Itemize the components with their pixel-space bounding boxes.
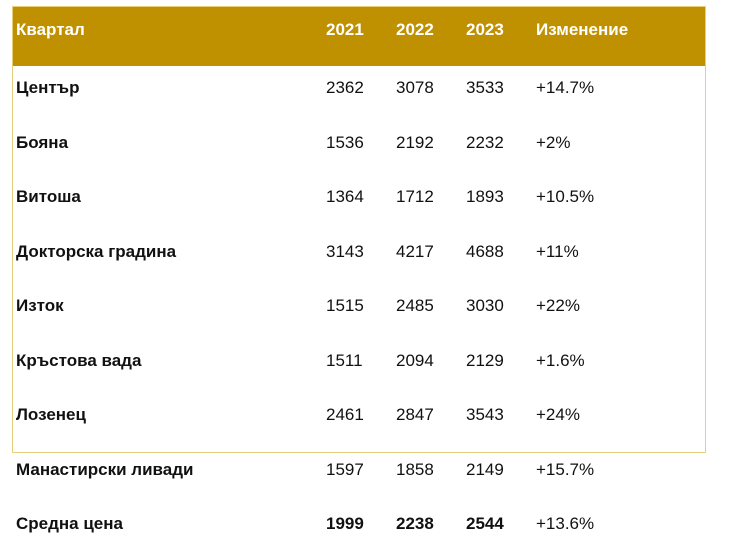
column-header: Квартал	[13, 7, 326, 66]
cell: 1536	[326, 132, 364, 152]
table-row: Манастирски ливади 1597 1858 2149 +15.7%	[13, 448, 705, 503]
row-label: Бояна	[16, 132, 69, 152]
cell: +10.5%	[536, 187, 595, 207]
cell: +14.7%	[536, 78, 595, 98]
cell: 4688	[466, 241, 504, 261]
cell: 2485	[396, 296, 434, 316]
cell: 1712	[396, 187, 434, 207]
table-row: Лозенец 2461 2847 3543 +24%	[13, 393, 705, 448]
cell: 4217	[396, 241, 434, 261]
cell: 2362	[326, 78, 364, 98]
table-row: Изток 1515 2485 3030 +22%	[13, 284, 705, 339]
page: Квартал 2021 2022 2023 Изменение Център 2362 3…	[12, 6, 706, 534]
cell: 2129	[466, 350, 504, 370]
price-table: Квартал 2021 2022 2023 Изменение Център 2362 3…	[13, 7, 705, 557]
cell: +15.7%	[536, 459, 595, 479]
cell: 3543	[466, 405, 504, 425]
table-row: Средна цена 1999 2238 2544 +13.6%	[13, 502, 705, 557]
row-label: Кръстова вада	[16, 350, 142, 370]
row-label: Манастирски ливади	[16, 459, 194, 479]
cell: 1893	[466, 187, 504, 207]
row-label: Докторска градина	[16, 241, 177, 261]
table-row: Бояна 1536 2192 2232 +2%	[13, 121, 705, 176]
cell: +2%	[536, 132, 571, 152]
table-container: Квартал 2021 2022 2023 Изменение Център 2362 3…	[12, 6, 706, 533]
cell: 2847	[396, 405, 434, 425]
cell: 2149	[466, 459, 504, 479]
row-label: Витоша	[16, 187, 81, 207]
cell: 1515	[326, 296, 364, 316]
column-header: 2022	[396, 7, 466, 66]
cell: 1858	[396, 459, 434, 479]
table-body: Център 2362 3078 3533 +14.7% Бояна 1536 2192 223…	[13, 66, 705, 557]
cell: +13.6%	[536, 514, 595, 534]
cell: +22%	[536, 296, 580, 316]
row-label: Лозенец	[16, 405, 86, 425]
column-header: Изменение	[536, 7, 705, 66]
column-header: 2023	[466, 7, 536, 66]
cell: +1.6%	[536, 350, 585, 370]
cell: 1364	[326, 187, 364, 207]
row-label: Център	[16, 78, 80, 98]
cell: +11%	[536, 241, 579, 261]
column-header: 2021	[326, 7, 396, 66]
cell: 3533	[466, 78, 504, 98]
cell: 3030	[466, 296, 504, 316]
cell: 3078	[396, 78, 434, 98]
row-label: Изток	[16, 296, 64, 316]
table-row: Витоша 1364 1712 1893 +10.5%	[13, 175, 705, 230]
table-row: Кръстова вада 1511 2094 2129 +1.6%	[13, 339, 705, 394]
cell: +24%	[536, 405, 580, 425]
table-row: Докторска градина 3143 4217 4688 +11%	[13, 230, 705, 285]
cell: 2461	[326, 405, 364, 425]
cell: 1511	[326, 350, 363, 370]
cell: 1597	[326, 459, 364, 479]
cell: 3143	[326, 241, 364, 261]
cell: 2232	[466, 132, 504, 152]
cell: 1999	[326, 514, 364, 534]
cell: 2094	[396, 350, 434, 370]
table-row: Център 2362 3078 3533 +14.7%	[13, 66, 705, 121]
cell: 2192	[396, 132, 434, 152]
cell: 2238	[396, 514, 434, 534]
header-row: Квартал 2021 2022 2023 Изменение	[13, 7, 705, 66]
row-label: Средна цена	[16, 514, 123, 534]
cell: 2544	[466, 514, 504, 534]
